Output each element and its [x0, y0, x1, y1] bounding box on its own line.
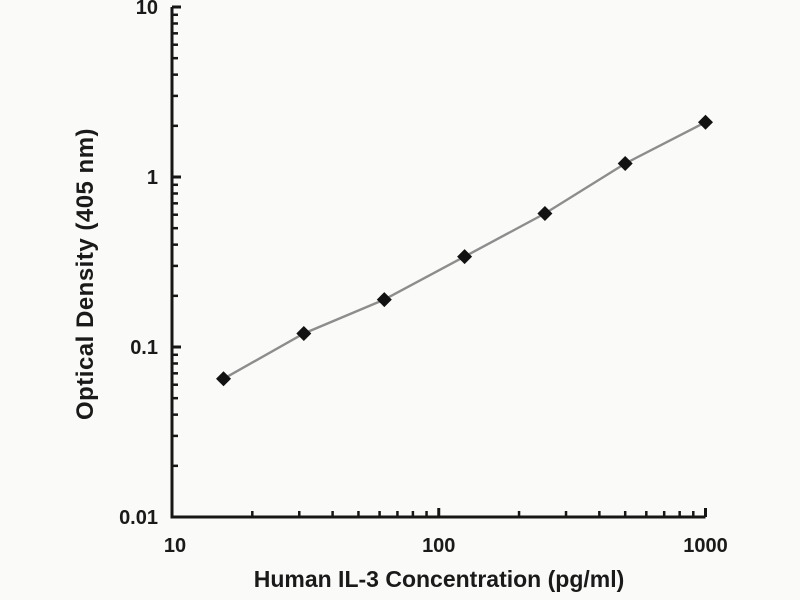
data-point — [617, 156, 633, 172]
data-point — [698, 114, 713, 130]
y-axis-title: Optical Density (405 nm) — [72, 128, 99, 420]
plot-area — [216, 114, 713, 387]
data-point — [216, 371, 232, 387]
data-point — [537, 205, 553, 221]
x-axis-title: Human IL-3 Concentration (pg/ml) — [254, 566, 625, 592]
x-tick-label: 100 — [422, 535, 455, 557]
data-point — [296, 326, 312, 342]
axes — [170, 7, 706, 519]
y-tick-label: 0.1 — [130, 337, 158, 359]
y-tick-label: 10 — [136, 0, 158, 19]
axis-tick-labels: 10 100 1000 0.01 0.1 1 10 — [119, 0, 728, 557]
data-point — [376, 292, 392, 308]
data-point — [457, 249, 473, 265]
axis-ticks — [170, 5, 707, 519]
y-tick-label: 0.01 — [119, 507, 158, 529]
x-tick-label: 10 — [164, 535, 186, 557]
y-tick-label: 1 — [147, 167, 158, 189]
x-tick-label: 1000 — [683, 535, 728, 557]
